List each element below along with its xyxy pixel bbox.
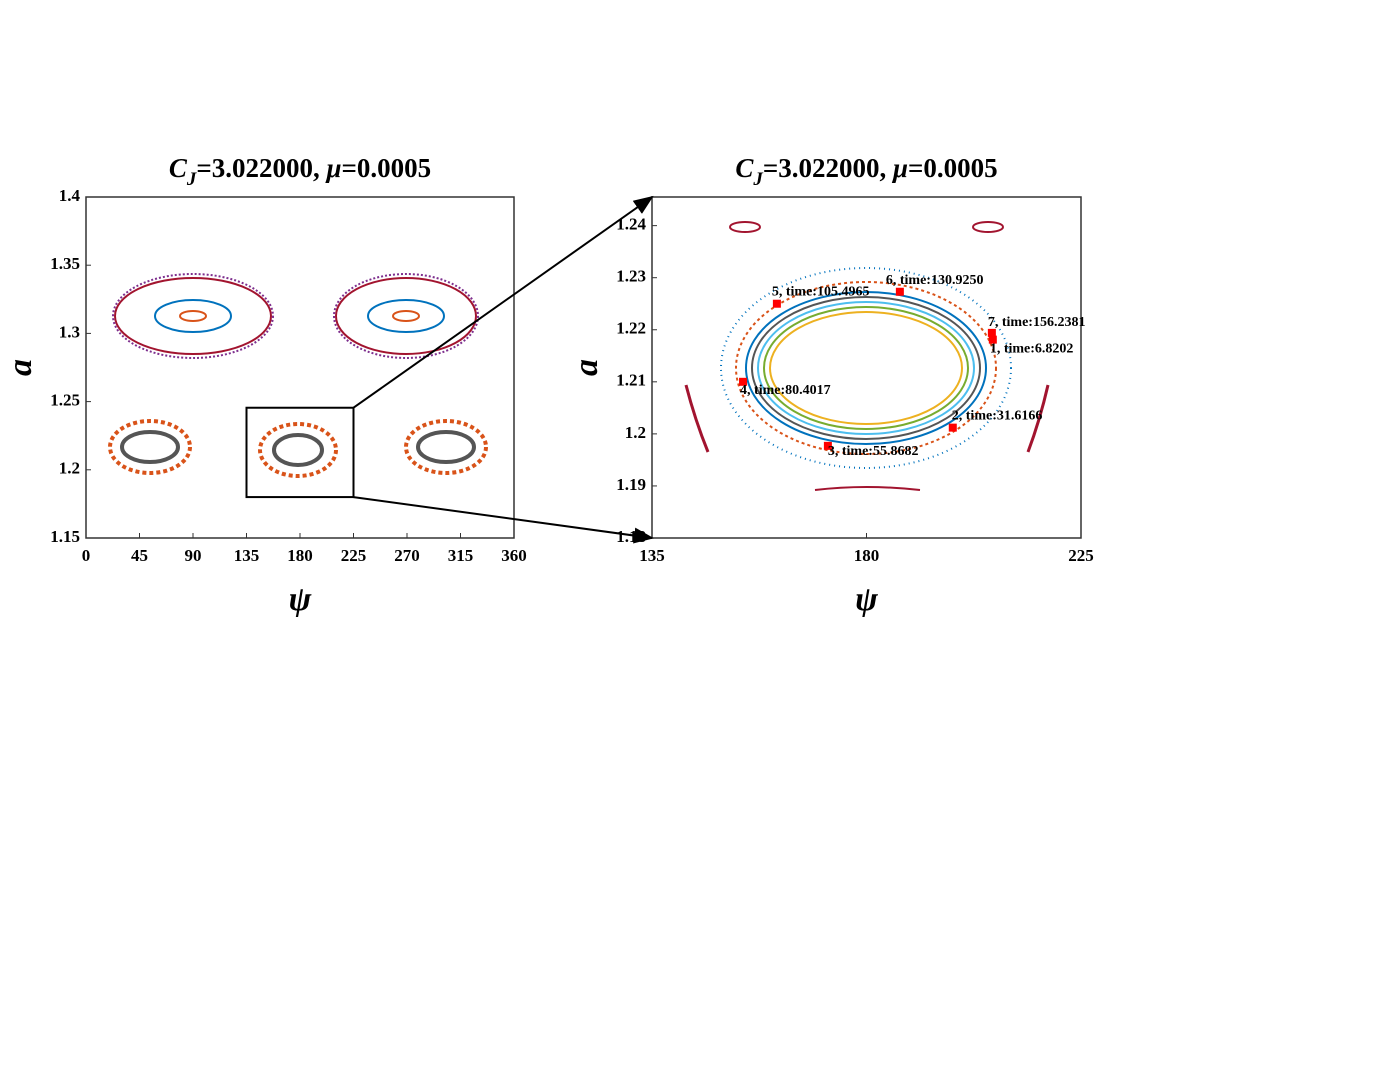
title-mu: μ — [324, 153, 341, 183]
title-mu: μ — [891, 153, 908, 183]
zoom-box — [245, 406, 355, 499]
x-tick-label: 45 — [131, 546, 148, 565]
x-tick-label: 135 — [234, 546, 260, 565]
title-subscript: J — [186, 169, 197, 190]
point-label: 2, time:31.6166 — [952, 409, 1043, 424]
point — [739, 377, 748, 386]
x-axis-label: ψ — [289, 581, 312, 618]
y-tick-label: 1.22 — [616, 319, 646, 338]
x-tick-label: 225 — [341, 546, 367, 565]
zoom-arrow — [352, 195, 654, 409]
x-tick-label: 180 — [854, 546, 880, 565]
point-label: 1, time:6.8202 — [990, 342, 1074, 357]
y-tick-label: 1.24 — [616, 215, 646, 234]
point-label: 3, time:55.8682 — [828, 444, 919, 459]
y-tick-label: 1.19 — [616, 475, 646, 494]
orbit-decoration — [108, 221, 1050, 491]
title-text: =3.022000, — [763, 153, 893, 183]
title-mu-text: =0.0005 — [908, 153, 998, 183]
y-tick-label: 1.25 — [50, 391, 80, 410]
point-label: 5, time:105.4965 — [772, 285, 870, 300]
title-text: =3.022000, — [196, 153, 326, 183]
title-symbol: C — [735, 153, 754, 183]
x-tick-label: 180 — [287, 546, 313, 565]
y-tick-label: 1.2 — [59, 459, 80, 478]
y-tick-label: 1.21 — [616, 371, 646, 390]
y-tick-label: 1.4 — [59, 186, 81, 205]
x-tick-label: 225 — [1068, 546, 1094, 565]
plot-frame — [85, 196, 515, 539]
y-axis-label: a — [568, 359, 605, 376]
title-mu-text: =0.0005 — [342, 153, 432, 183]
x-tick-label: 360 — [501, 546, 527, 565]
x-axis-label: ψ — [855, 581, 878, 618]
point — [772, 299, 781, 308]
y-tick-label: 1.35 — [50, 254, 80, 273]
title-symbol: C — [169, 153, 188, 183]
point-label: 6, time:130.9250 — [886, 273, 984, 288]
y-tick-label: 1.2 — [625, 423, 646, 442]
x-tick-label: 135 — [639, 546, 665, 565]
point — [988, 335, 997, 344]
point — [948, 423, 957, 432]
x-tick-label: 315 — [448, 546, 474, 565]
chart-title: CJ=3.022000, μ=0.0005 — [735, 153, 997, 190]
point-label: 4, time:80.4017 — [740, 383, 831, 398]
chart-title: CJ=3.022000, μ=0.0005 — [169, 153, 431, 190]
point — [895, 287, 904, 296]
x-tick-label: 0 — [82, 546, 91, 565]
x-tick-label: 90 — [185, 546, 202, 565]
point — [987, 328, 996, 337]
y-axis-label: a — [2, 359, 39, 376]
x-tick-label: 270 — [394, 546, 420, 565]
title-subscript: J — [752, 169, 763, 190]
zoom-arrow — [353, 496, 654, 544]
point — [823, 441, 832, 450]
point-label: 7, time:156.2381 — [988, 315, 1086, 330]
y-tick-label: 1.23 — [616, 267, 646, 286]
y-tick-label: 1.15 — [50, 527, 80, 546]
y-tick-label: 1.3 — [59, 322, 80, 341]
